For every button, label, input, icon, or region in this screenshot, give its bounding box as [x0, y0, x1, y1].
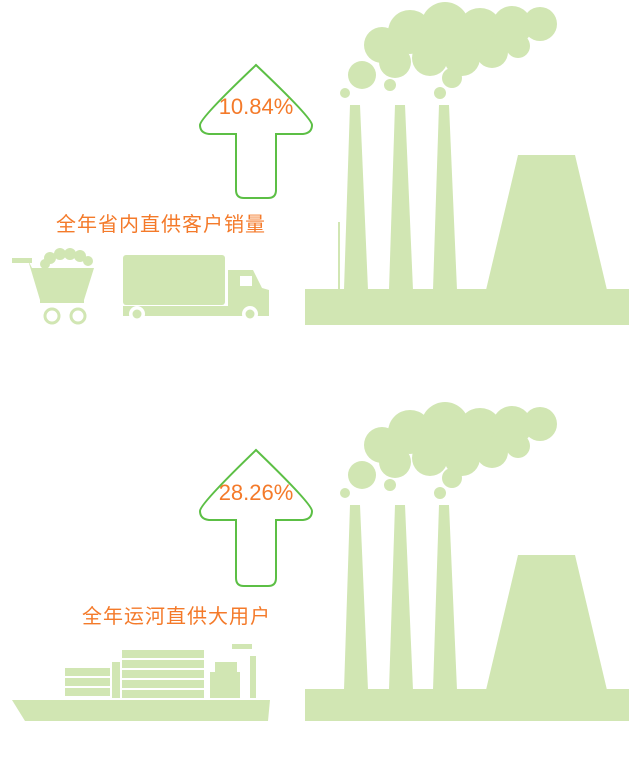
truck-icon — [123, 255, 269, 322]
panel-canal-users: 28.26% 全年运河直供大用户 — [0, 400, 630, 760]
caption-label: 全年运河直供大用户 — [82, 606, 271, 628]
up-arrow-icon — [198, 448, 314, 587]
factory-icon — [305, 105, 629, 325]
growth-percent: 10.84% — [218, 94, 294, 119]
factory-scene — [12, 402, 629, 721]
cart-icon — [12, 248, 94, 325]
caption-label: 全年省内直供客户销量 — [56, 214, 266, 236]
smoke-icon — [340, 402, 557, 499]
smoke-icon — [340, 2, 557, 99]
panel-province-customers: 10.84% 全年省内直供客户销量 — [0, 0, 630, 360]
factory-icon — [305, 505, 629, 721]
up-arrow-icon — [198, 63, 314, 199]
ship-icon — [12, 644, 270, 721]
factory-scene — [12, 2, 629, 325]
growth-percent: 28.26% — [218, 480, 294, 505]
